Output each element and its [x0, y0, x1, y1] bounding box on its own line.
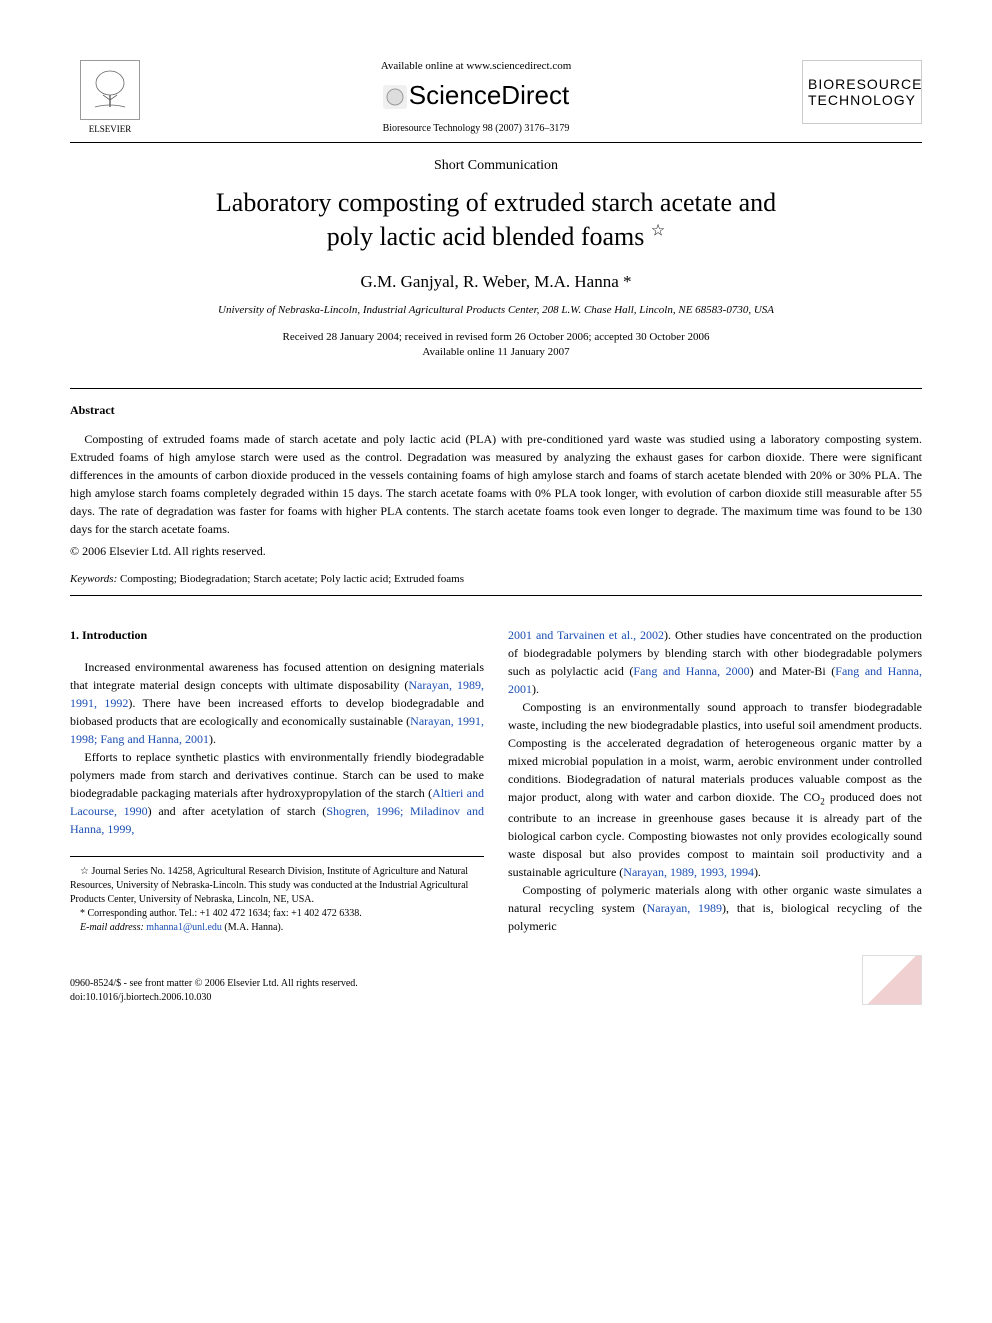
body-p5: Composting of polymeric materials along … [508, 881, 922, 935]
keywords: Keywords: Composting; Biodegradation; St… [70, 573, 922, 585]
top-rule [70, 142, 922, 143]
affiliation: University of Nebraska-Lincoln, Industri… [70, 304, 922, 316]
abstract-copyright: © 2006 Elsevier Ltd. All rights reserved… [70, 544, 922, 559]
dates-line1: Received 28 January 2004; received in re… [282, 331, 709, 343]
body-columns: 1. Introduction Increased environmental … [70, 626, 922, 935]
elsevier-tree-icon [80, 60, 140, 120]
abstract-label: Abstract [70, 403, 922, 418]
keywords-list: Composting; Biodegradation; Starch aceta… [120, 573, 464, 585]
page-footer: 0960-8524/$ - see front matter © 2006 El… [70, 955, 922, 1005]
citation[interactable]: Fang and Hanna, 2000 [633, 664, 749, 678]
body-p1: Increased environmental awareness has fo… [70, 658, 484, 748]
left-column: 1. Introduction Increased environmental … [70, 626, 484, 935]
email-link[interactable]: mhanna1@unl.edu [146, 922, 222, 933]
page-corner-icon [862, 955, 922, 1005]
center-header: Available online at www.sciencedirect.co… [150, 60, 802, 134]
article-title: Laboratory composting of extruded starch… [70, 186, 922, 254]
elsevier-label: ELSEVIER [70, 124, 150, 134]
email-label: E-mail address: [80, 922, 144, 933]
header-row: ELSEVIER Available online at www.science… [70, 60, 922, 134]
keywords-label: Keywords: [70, 573, 117, 585]
right-column: 2001 and Tarvainen et al., 2002). Other … [508, 626, 922, 935]
citation[interactable]: 2001 and Tarvainen et al., 2002 [508, 628, 664, 642]
article-dates: Received 28 January 2004; received in re… [70, 330, 922, 361]
sciencedirect-icon [383, 85, 407, 109]
email-name: (M.A. Hanna). [224, 922, 283, 933]
section-1-heading: 1. Introduction [70, 626, 484, 644]
footer-left: 0960-8524/$ - see front matter © 2006 El… [70, 977, 358, 1005]
abstract-top-rule [70, 388, 922, 389]
footnotes: ☆ Journal Series No. 14258, Agricultural… [70, 856, 484, 935]
footer-line1: 0960-8524/$ - see front matter © 2006 El… [70, 977, 358, 991]
sciencedirect-logo: ScienceDirect [170, 80, 782, 111]
elsevier-logo: ELSEVIER [70, 60, 150, 134]
available-online-text: Available online at www.sciencedirect.co… [170, 60, 782, 72]
abstract-text: Composting of extruded foams made of sta… [70, 430, 922, 538]
citation[interactable]: Narayan, 1989, 1993, 1994 [623, 865, 754, 879]
title-footnote-mark: ☆ [651, 222, 665, 239]
authors: G.M. Ganjyal, R. Weber, M.A. Hanna * [70, 272, 922, 292]
body-p3: 2001 and Tarvainen et al., 2002). Other … [508, 626, 922, 698]
journal-logo: BIORESOURCE TECHNOLOGY [802, 60, 922, 124]
sciencedirect-text: ScienceDirect [409, 80, 569, 110]
footnote-1: ☆ Journal Series No. 14258, Agricultural… [70, 865, 484, 907]
footnote-2b: E-mail address: mhanna1@unl.edu (M.A. Ha… [70, 921, 484, 935]
journal-name-line1: BIORESOURCE [808, 76, 916, 92]
journal-name-line2: TECHNOLOGY [808, 92, 916, 108]
keywords-rule [70, 595, 922, 596]
abstract-paragraph: Composting of extruded foams made of sta… [70, 430, 922, 538]
journal-name-box: BIORESOURCE TECHNOLOGY [802, 60, 922, 124]
dates-line2: Available online 11 January 2007 [422, 346, 569, 358]
footnote-2a: * Corresponding author. Tel.: +1 402 472… [70, 907, 484, 921]
journal-reference: Bioresource Technology 98 (2007) 3176–31… [170, 123, 782, 134]
article-type: Short Communication [70, 158, 922, 174]
title-line1: Laboratory composting of extruded starch… [216, 188, 776, 217]
footer-line2: doi:10.1016/j.biortech.2006.10.030 [70, 991, 358, 1005]
body-p4: Composting is an environmentally sound a… [508, 698, 922, 881]
title-line2: poly lactic acid blended foams [327, 222, 645, 251]
body-p2: Efforts to replace synthetic plastics wi… [70, 748, 484, 838]
citation[interactable]: Narayan, 1989 [647, 901, 722, 915]
